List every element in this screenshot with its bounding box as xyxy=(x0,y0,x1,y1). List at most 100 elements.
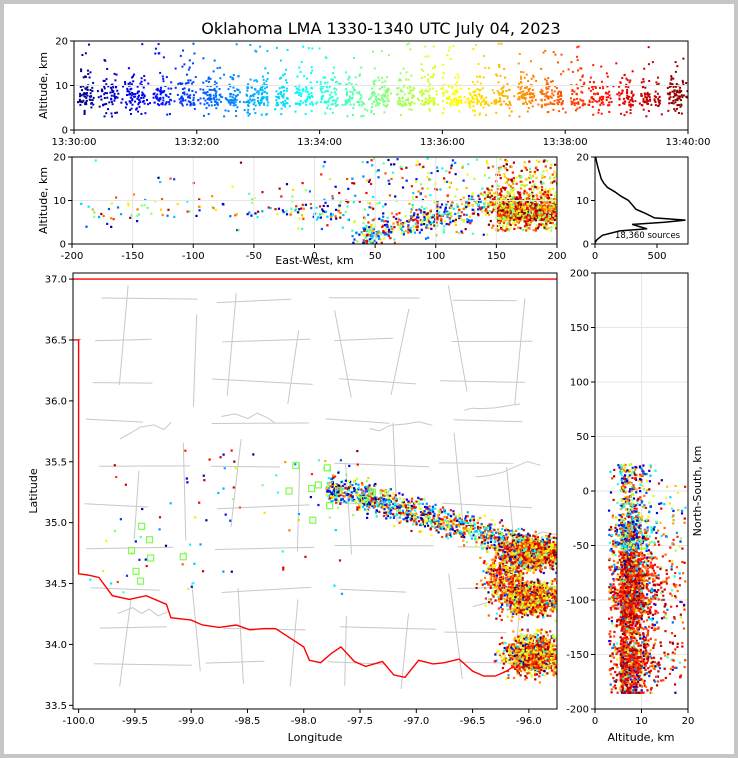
time-height-point xyxy=(87,73,90,76)
time-height-point xyxy=(386,100,389,103)
ew-point xyxy=(433,224,436,227)
ew-point xyxy=(391,227,394,231)
time-height-point xyxy=(183,91,186,94)
ew-point xyxy=(285,210,288,213)
ew-point xyxy=(301,181,304,185)
time-height-point xyxy=(229,95,232,98)
time-height-point xyxy=(208,104,211,107)
plan-view-point xyxy=(553,561,556,564)
time-height-point xyxy=(631,70,634,73)
ew-point xyxy=(511,190,514,193)
ew-point xyxy=(541,176,544,179)
time-height-point xyxy=(149,102,152,105)
time-height-point xyxy=(140,80,143,83)
time-height-point xyxy=(600,95,603,98)
time-height-point xyxy=(174,86,177,89)
time-height-point xyxy=(247,108,250,111)
ew-point xyxy=(530,192,533,196)
ew-point xyxy=(465,213,468,217)
time-height-point xyxy=(213,87,216,90)
ew-point xyxy=(554,191,557,194)
ew-point xyxy=(527,222,530,225)
time-height-point xyxy=(265,96,268,99)
time-height-ytick-label: 0 xyxy=(62,126,68,137)
time-height-point xyxy=(373,83,376,86)
time-height-point xyxy=(525,86,528,89)
time-height-point xyxy=(206,94,209,97)
time-height-point xyxy=(449,104,452,107)
time-height-point xyxy=(322,76,325,79)
county-boundary xyxy=(296,463,301,552)
ew-point xyxy=(445,212,449,215)
time-height-point xyxy=(517,62,520,65)
time-height-point xyxy=(80,89,83,92)
ew-point xyxy=(409,230,413,234)
time-height-point xyxy=(117,92,120,95)
county-boundary xyxy=(230,439,242,527)
ew-point xyxy=(323,160,326,164)
time-height-point xyxy=(499,98,502,101)
ew-point xyxy=(411,215,414,218)
plan-view-point xyxy=(562,556,564,558)
time-height-point xyxy=(386,94,389,97)
time-height-point xyxy=(498,65,501,68)
plan-view-point xyxy=(459,529,462,533)
time-height-point xyxy=(577,69,580,72)
ew-point xyxy=(525,168,529,171)
time-height-point xyxy=(382,101,385,104)
time-height-point xyxy=(442,63,445,66)
ew-point xyxy=(159,180,162,184)
time-height-point xyxy=(276,95,279,98)
time-height-point xyxy=(143,94,146,97)
time-height-point xyxy=(528,100,531,103)
time-height-point xyxy=(483,100,486,103)
time-height-point xyxy=(85,103,88,106)
time-height-point xyxy=(559,93,562,96)
ew-point xyxy=(409,214,412,218)
time-height-point xyxy=(96,90,99,93)
time-height-point xyxy=(657,82,660,85)
ew-point xyxy=(329,218,333,221)
time-height-point xyxy=(628,95,631,98)
ew-point xyxy=(553,176,556,180)
ew-point xyxy=(498,202,502,205)
ew-point xyxy=(438,214,441,217)
time-height-point xyxy=(468,104,471,107)
ew-point xyxy=(499,177,502,180)
plan-view-point xyxy=(351,499,354,502)
time-height-point xyxy=(673,108,676,111)
figure-frame: Oklahoma LMA 1330-1340 UTC July 04, 2023… xyxy=(4,4,734,754)
time-height-point xyxy=(362,101,365,104)
time-height-point xyxy=(349,103,352,106)
ew-point xyxy=(470,220,473,223)
time-height-point xyxy=(247,99,250,102)
time-height-point xyxy=(642,97,645,100)
time-height-point xyxy=(250,86,253,89)
ew-point xyxy=(459,214,462,218)
ew-point xyxy=(492,201,495,204)
plan-view-point xyxy=(485,533,488,536)
ew-point xyxy=(405,166,408,169)
ew-point xyxy=(507,229,510,232)
ew-point xyxy=(518,209,521,212)
time-height-point xyxy=(352,103,355,106)
time-height-point xyxy=(209,95,212,98)
time-height-point xyxy=(286,48,289,51)
ew-point xyxy=(552,187,555,191)
time-height-point xyxy=(326,81,329,84)
ew-point xyxy=(377,176,380,179)
ew-point xyxy=(371,227,374,230)
time-height-point xyxy=(508,107,511,110)
time-height-point xyxy=(308,95,311,98)
ew-point xyxy=(372,218,375,222)
time-height-point xyxy=(631,98,634,101)
time-height-point xyxy=(541,104,544,107)
time-height-point xyxy=(307,93,310,96)
ew-point xyxy=(513,195,516,198)
ew-point xyxy=(516,217,519,220)
ew-point xyxy=(554,163,557,166)
time-height-point xyxy=(517,86,520,89)
ew-point xyxy=(545,190,548,194)
ew-point xyxy=(443,225,446,228)
time-height-point xyxy=(674,61,677,64)
